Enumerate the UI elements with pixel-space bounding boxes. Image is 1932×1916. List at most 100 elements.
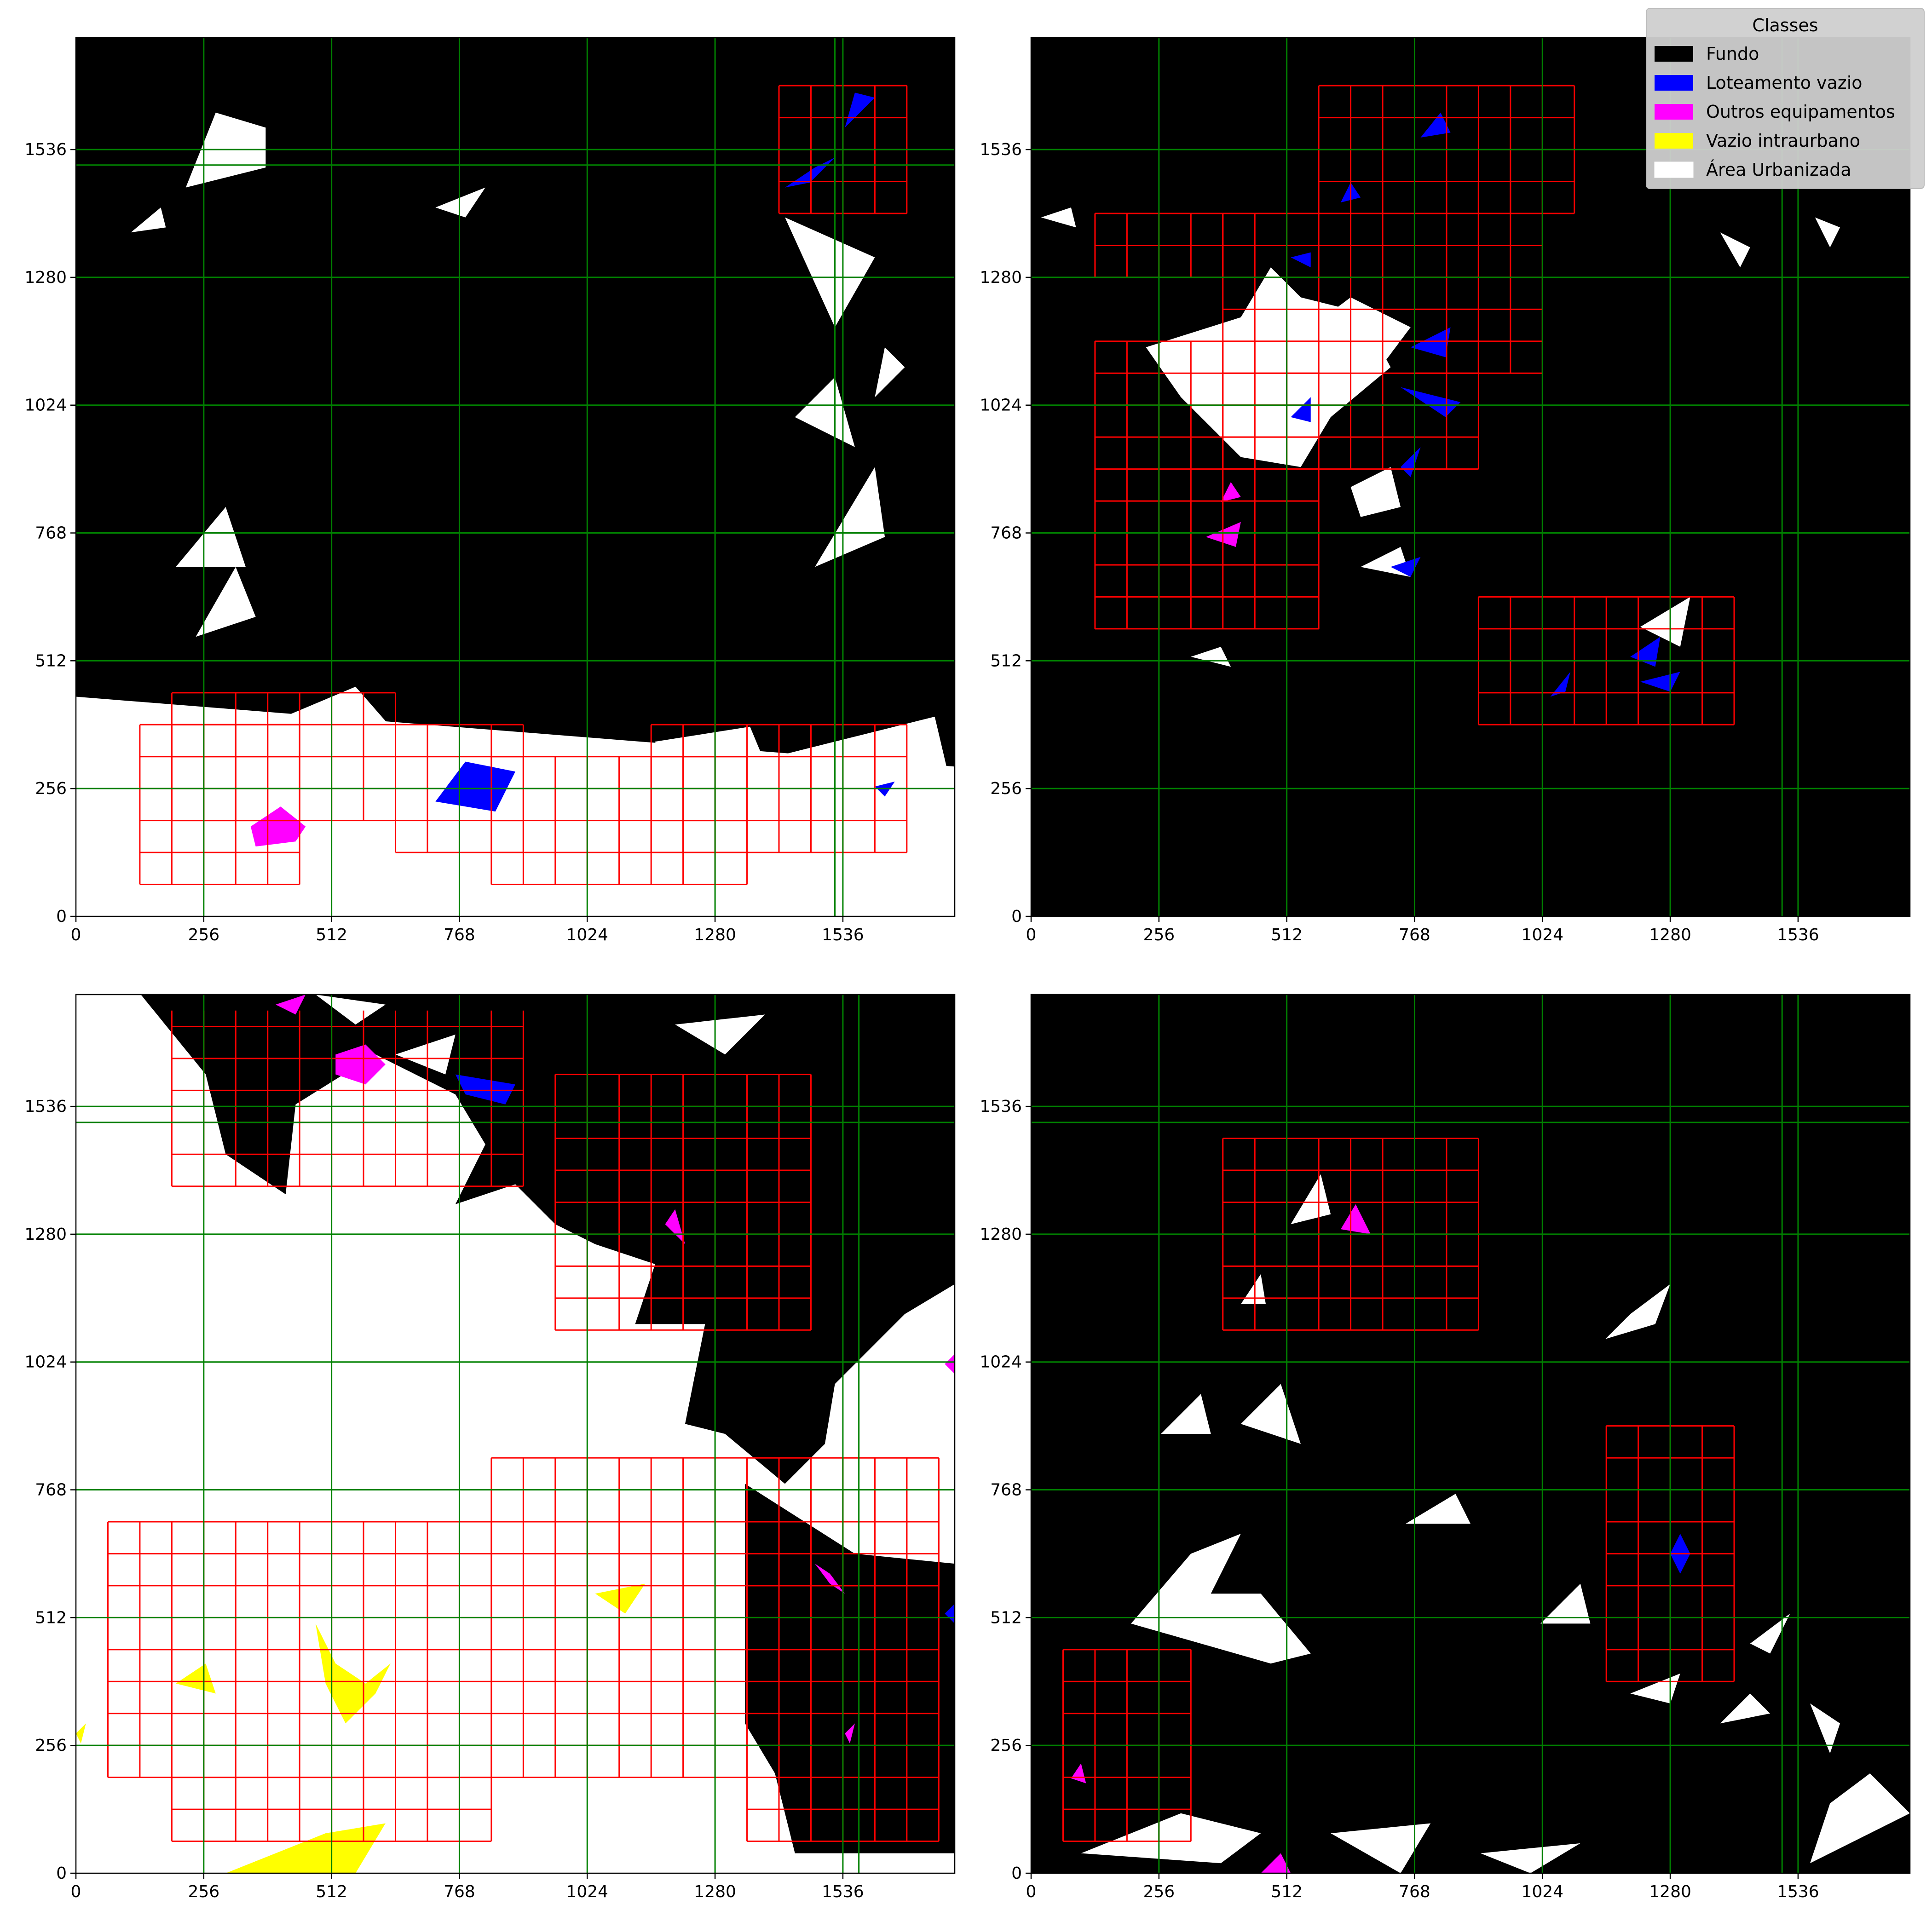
y-tick-label: 0 <box>1011 1864 1022 1883</box>
urbanized-area <box>131 207 166 233</box>
legend-swatch <box>1655 75 1693 91</box>
x-tick-label: 512 <box>316 1882 347 1901</box>
vacant-lot-area <box>1390 557 1421 577</box>
y-tick-label: 1280 <box>24 1225 67 1244</box>
intraurban-vacant-area <box>595 1583 646 1614</box>
y-tick-label: 768 <box>990 524 1022 543</box>
other-facilities-area <box>845 1723 855 1743</box>
urbanized-area <box>1605 1284 1671 1339</box>
other-facilities-area <box>250 806 306 847</box>
urbanized-area <box>1240 1274 1266 1304</box>
panel-content <box>1031 995 1910 1873</box>
urbanized-area <box>795 377 855 447</box>
urbanized-area <box>1640 597 1690 647</box>
vacant-lot-area <box>1550 672 1571 697</box>
map-panel-bottom-left: 00 256 256 512 512 768 768 1024 1024 1280 1280 1536… <box>24 994 956 1901</box>
other-facilities-area <box>1221 482 1241 502</box>
y-tick-label: 1280 <box>980 268 1022 287</box>
x-tick-label: 1024 <box>1521 1882 1563 1901</box>
y-tick-label: 1536 <box>24 1097 67 1116</box>
x-tick-label: 1280 <box>1649 1882 1691 1901</box>
urbanized-area <box>675 1014 765 1055</box>
urbanized-area <box>785 217 875 328</box>
y-tick-label: 1024 <box>24 396 67 415</box>
other-facilities-area <box>335 1044 386 1085</box>
urbanized-area <box>815 467 885 567</box>
x-tick-label: 1280 <box>694 1882 736 1901</box>
x-tick-label: 1536 <box>822 1882 864 1901</box>
urbanized-area <box>1191 646 1231 667</box>
legend-label: Área Urbanizada <box>1706 160 1851 180</box>
urbanized-area <box>1815 217 1840 247</box>
y-tick-label: 1024 <box>980 396 1022 415</box>
y-tick-label: 512 <box>990 1608 1022 1627</box>
urbanized-area <box>1810 1703 1840 1754</box>
y-tick-label: 256 <box>990 1736 1022 1755</box>
x-tick-label: 1536 <box>1777 926 1819 944</box>
x-tick-label: 1024 <box>566 926 608 944</box>
intraurban-vacant-area <box>76 1723 86 1743</box>
vacant-lot-area <box>455 1074 515 1105</box>
legend-title: Classes <box>1752 15 1818 35</box>
y-tick-label: 256 <box>35 1736 67 1755</box>
y-tick-label: 768 <box>35 524 67 543</box>
y-tick-label: 1536 <box>980 1097 1022 1116</box>
x-tick-label: 1536 <box>822 926 864 944</box>
vacant-lot-area <box>1291 252 1311 268</box>
y-tick-label: 1280 <box>24 268 67 287</box>
urbanized-area <box>1081 1813 1261 1864</box>
x-tick-label: 768 <box>444 1882 475 1901</box>
urbanized-area <box>1750 1613 1790 1654</box>
panel-frame <box>1030 994 1911 1874</box>
y-tick-label: 1024 <box>24 1353 67 1372</box>
legend-swatch <box>1655 46 1693 62</box>
x-tick-label: 512 <box>1271 1882 1303 1901</box>
panel-content <box>76 995 955 1873</box>
x-tick-label: 1280 <box>694 926 736 944</box>
legend-label: Outros equipamentos <box>1706 102 1895 122</box>
y-tick-label: 1280 <box>980 1225 1022 1244</box>
y-tick-label: 512 <box>990 651 1022 670</box>
vacant-lot-area <box>845 92 875 128</box>
y-tick-label: 1024 <box>980 1353 1022 1372</box>
intraurban-vacant-area <box>176 1663 216 1694</box>
y-tick-label: 512 <box>35 651 67 670</box>
vacant-lot-area <box>435 761 515 812</box>
vacant-lot-area <box>1291 397 1311 422</box>
x-tick-label: 1024 <box>1521 926 1563 944</box>
urbanized-area <box>315 995 386 1025</box>
x-tick-label: 1280 <box>1649 926 1691 944</box>
legend-swatch <box>1655 133 1693 149</box>
vacant-lot-area <box>1410 327 1451 357</box>
urbanized-area <box>1331 1823 1431 1873</box>
urbanized-area <box>655 726 800 857</box>
x-tick-label: 256 <box>188 926 219 944</box>
y-tick-label: 0 <box>56 1864 67 1883</box>
legend: Classes Fundo Loteamento vazio Outros equip… <box>1646 8 1925 189</box>
panels: 0 0 256 256 512 512 768 768 1024 1024 1280 1280 1536… <box>24 37 1911 1901</box>
urbanized-area <box>1041 207 1076 228</box>
urbanized-area <box>1350 467 1401 517</box>
other-facilities-area <box>276 995 306 1015</box>
urbanized-area <box>465 747 665 877</box>
urbanized-area <box>1720 1693 1771 1724</box>
panel-frame <box>75 37 956 917</box>
urbanized-area <box>1131 1534 1311 1664</box>
legend-swatch <box>1655 104 1693 120</box>
x-tick-label: 768 <box>1399 926 1430 944</box>
urbanized-area <box>156 686 426 877</box>
urbanized-area <box>1310 297 1411 368</box>
urbanized-area <box>176 507 246 567</box>
urbanized-area <box>1291 1174 1331 1225</box>
other-facilities-area <box>1261 1853 1291 1873</box>
other-facilities-area <box>945 1354 955 1374</box>
background-region <box>665 995 875 1064</box>
x-tick-label: 512 <box>1271 926 1303 944</box>
x-tick-label: 1536 <box>1777 1882 1819 1901</box>
intraurban-vacant-area <box>315 1623 391 1724</box>
map-panel-bottom-right: 00 256 256 512 512 768 768 1024 1024 1280 1280 1536… <box>980 994 1911 1901</box>
x-tick-label: 0 <box>71 926 81 944</box>
x-tick-label: 256 <box>1143 926 1175 944</box>
legend-label: Fundo <box>1706 44 1759 64</box>
y-tick-label: 256 <box>990 779 1022 798</box>
